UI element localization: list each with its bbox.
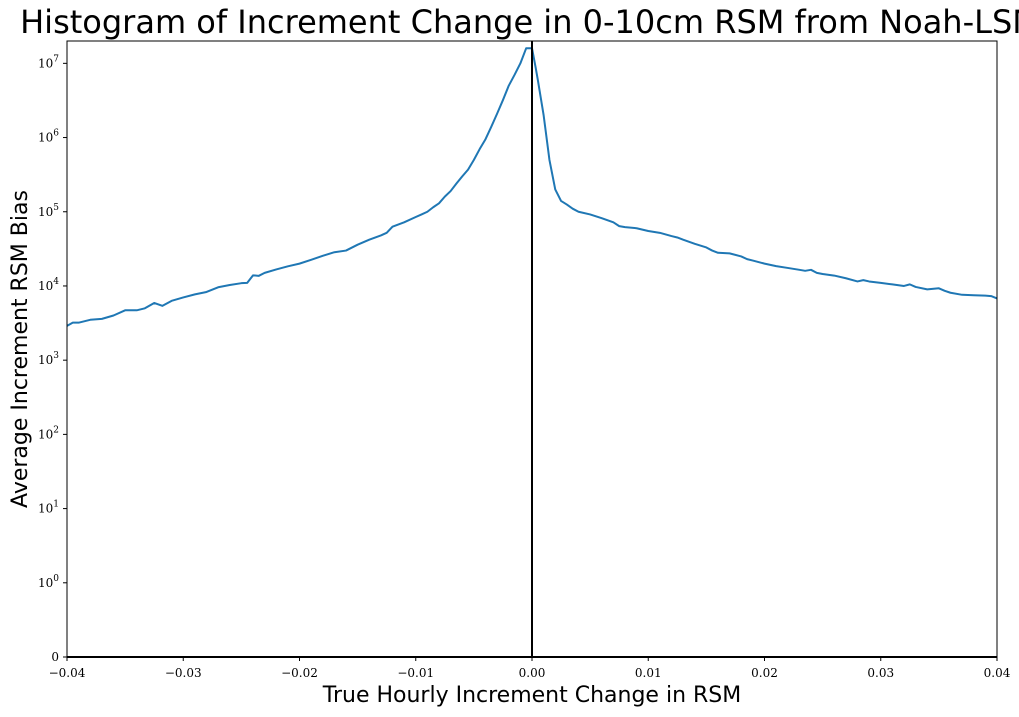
x-tick-label: 0.04 — [984, 666, 1011, 680]
y-tick-exponent: 6 — [53, 129, 59, 139]
chart-title: Histogram of Increment Change in 0-10cm … — [20, 3, 1019, 41]
x-axis-label: True Hourly Increment Change in RSM — [322, 683, 742, 708]
y-tick-base: 10 — [38, 353, 53, 367]
y-tick-exponent: 3 — [53, 351, 59, 361]
y-axis-label: Average Increment RSM Bias — [8, 190, 33, 508]
y-tick-base: 0 — [51, 650, 59, 664]
x-tick-label: 0.00 — [519, 666, 546, 680]
y-tick-exponent: 2 — [53, 425, 59, 435]
y-tick-label: 100 — [38, 574, 59, 590]
y-tick-base: 10 — [38, 205, 53, 219]
x-tick-label: 0.03 — [867, 666, 894, 680]
y-tick-label: 102 — [38, 425, 59, 441]
y-tick-label: 105 — [38, 203, 59, 219]
x-tick-label: −0.02 — [281, 666, 318, 680]
y-tick-label: 104 — [38, 277, 59, 293]
x-tick-label: 0.01 — [635, 666, 662, 680]
y-tick-base: 10 — [38, 427, 53, 441]
y-tick-label: 0 — [51, 650, 59, 664]
y-tick-exponent: 1 — [53, 500, 59, 510]
x-tick-label: −0.03 — [165, 666, 202, 680]
y-tick-exponent: 4 — [53, 277, 59, 287]
plot-frame — [66, 40, 998, 658]
y-tick-exponent: 0 — [53, 574, 59, 584]
y-tick-exponent: 5 — [53, 203, 59, 213]
x-tick-label: −0.01 — [397, 666, 434, 680]
x-axis-ticks: −0.04 −0.03 −0.02 −0.01 0.00 0.01 0.02 0.03 0.04 — [49, 657, 1011, 680]
y-tick-base: 10 — [38, 131, 53, 145]
y-tick-base: 10 — [38, 279, 53, 293]
x-tick-label: −0.04 — [49, 666, 86, 680]
y-tick-exponent: 7 — [53, 54, 59, 64]
y-tick-base: 10 — [38, 576, 53, 590]
x-tick-label: 0.02 — [751, 666, 778, 680]
y-tick-label: 106 — [38, 129, 59, 145]
y-tick-base: 10 — [38, 502, 53, 516]
y-tick-label: 101 — [38, 500, 59, 516]
y-tick-label: 107 — [38, 54, 59, 70]
y-tick-label: 103 — [38, 351, 59, 367]
y-tick-base: 10 — [38, 56, 53, 70]
